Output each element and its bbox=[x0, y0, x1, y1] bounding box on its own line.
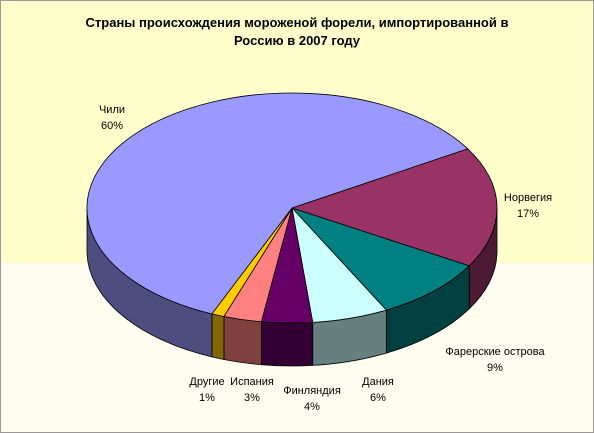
slice bbox=[290, 148, 498, 267]
slice-value-label: 17% bbox=[517, 208, 539, 220]
slice-side bbox=[211, 313, 225, 360]
slice-side bbox=[223, 315, 262, 366]
slice-value-label: 9% bbox=[487, 362, 503, 374]
slice-value-label: 6% bbox=[370, 392, 386, 404]
slice-label: Чили bbox=[99, 104, 125, 116]
slice-label: Дания bbox=[362, 376, 394, 388]
slice bbox=[290, 207, 470, 311]
slice-side bbox=[260, 321, 314, 367]
slice-label: Другие bbox=[189, 376, 224, 388]
slice-value-label: 1% bbox=[199, 392, 215, 404]
chart-title: Страны происхождения мороженой форели, и… bbox=[85, 15, 509, 48]
slice bbox=[86, 92, 469, 315]
slice-label: Норвегия bbox=[504, 192, 552, 204]
slice-label: Фарерские острова bbox=[445, 346, 545, 358]
slice-value-label: 60% bbox=[101, 120, 123, 132]
slice-label: Испания bbox=[230, 376, 274, 388]
slice-value-label: 4% bbox=[304, 401, 320, 413]
slice-value-label: 3% bbox=[244, 392, 260, 404]
slice-label: Финляндия bbox=[283, 385, 341, 397]
